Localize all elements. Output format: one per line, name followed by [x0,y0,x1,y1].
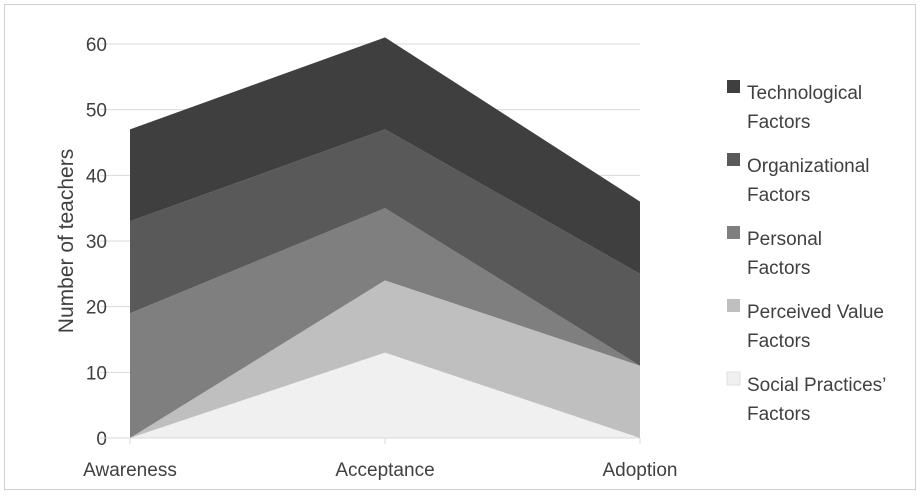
legend-swatch [727,299,740,312]
legend-label: Perceived Value [747,302,884,323]
x-tick-label: Awareness [83,460,177,481]
legend-label: Personal [747,229,822,250]
legend-label: Technological [747,83,862,104]
y-axis-ticks: 0 10 20 30 40 50 60 [86,35,107,450]
y-tick-label: 30 [86,232,107,253]
legend-swatch [726,371,741,386]
x-tick-label: Adoption [602,460,677,481]
x-axis-ticks: Awareness Acceptance Adoption [83,437,678,481]
legend-label: Organizational [747,156,870,177]
area-series-2 [130,280,640,438]
area-series-4 [130,129,640,366]
y-tick-label: 20 [86,298,107,319]
legend-swatch [727,80,740,93]
y-tick-label: 50 [86,101,107,122]
legend-label: Factors [747,404,810,425]
y-axis-title: Number of teachers [55,149,78,333]
area-series [130,37,640,438]
area-series-5 [130,37,640,274]
y-tick-label: 0 [96,429,107,450]
legend-swatch [727,153,740,166]
legend-label: Factors [747,112,810,133]
legend: Technological Factors Organizational Factor… [726,80,886,425]
legend-label: Social Practices’ [747,375,886,396]
y-tick-label: 40 [86,166,107,187]
area-series-1 [130,352,640,438]
x-tick-label: Acceptance [335,460,434,481]
legend-label: Factors [747,331,810,352]
legend-label: Factors [747,185,810,206]
y-tick-label: 10 [86,363,107,384]
y-tick-label: 60 [86,35,107,56]
legend-swatch [727,226,740,239]
area-series-3 [130,208,640,438]
legend-label: Factors [747,258,810,279]
